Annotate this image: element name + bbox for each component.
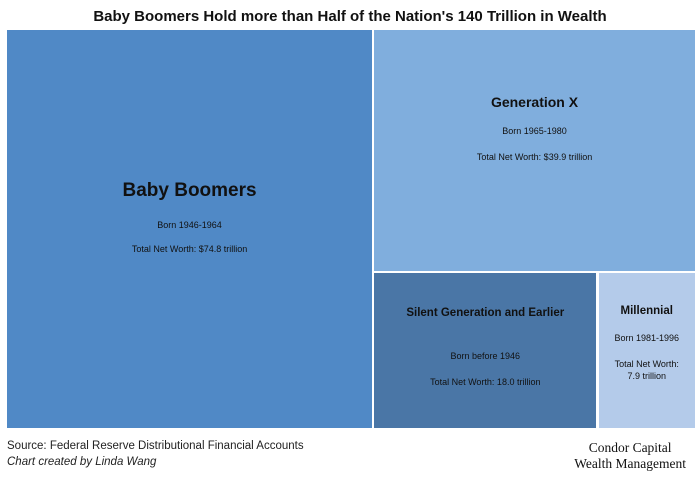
brand-line-1: Condor Capital [588,440,672,455]
tile-name-generation-x: Generation X [490,94,579,110]
brand-logo: Condor Capital Wealth Management [574,440,686,472]
tile-born-millennial: Born 1981-1996 [614,332,680,343]
tile-millennial: Millennial Born 1981-1996 Total Net Wort… [597,271,696,429]
source-note: Source: Federal Reserve Distributional F… [7,440,304,452]
tile-silent-generation: Silent Generation and Earlier Born befor… [373,271,598,429]
brand-line-2: Wealth Management [574,456,686,471]
tile-baby-boomers: Baby Boomers Born 1946-1964 Total Net Wo… [6,29,374,429]
tile-name-millennial: Millennial [620,304,673,317]
tile-networth-generation-x: Total Net Worth: $39.9 trillion [476,152,593,162]
tile-name-silent-generation: Silent Generation and Earlier [406,306,565,319]
tile-networth-millennial: Total Net Worth: 7.9 trillion [614,358,679,381]
tile-born-generation-x: Born 1965-1980 [502,126,567,136]
chart-credit: Chart created by Linda Wang [7,456,157,468]
treemap: Baby Boomers Born 1946-1964 Total Net Wo… [6,29,696,429]
tile-name-baby-boomers: Baby Boomers [122,180,257,201]
tile-born-baby-boomers: Born 1946-1964 [157,220,222,230]
tile-generation-x: Generation X Born 1965-1980 Total Net Wo… [373,29,696,272]
tile-networth-baby-boomers: Total Net Worth: $74.8 trillion [131,244,248,254]
tile-networth-silent-generation: Total Net Worth: 18.0 trillion [430,376,541,387]
tile-born-silent-generation: Born before 1946 [450,350,521,361]
chart-title: Baby Boomers Hold more than Half of the … [93,8,607,25]
